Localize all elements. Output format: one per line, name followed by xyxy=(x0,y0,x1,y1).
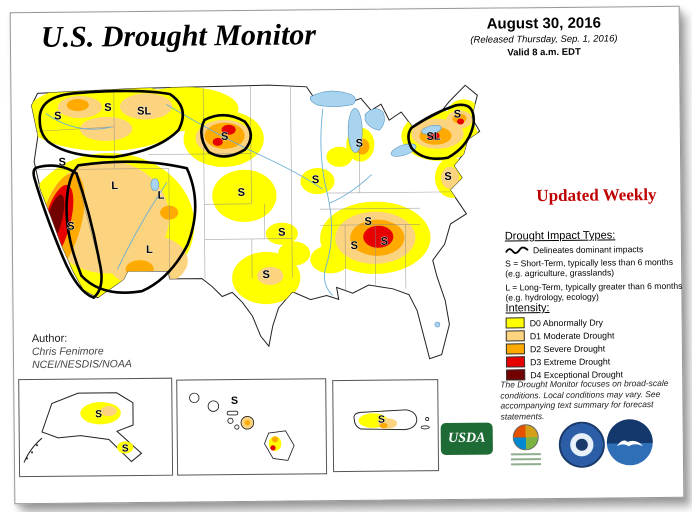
hawaii-inset: S xyxy=(176,378,328,476)
svg-text:SL: SL xyxy=(426,131,440,143)
short-term-definition: S = Short-Term, typically less than 6 mo… xyxy=(505,256,674,279)
svg-text:S: S xyxy=(122,443,129,454)
drought-monitor-page: U.S. Drought Monitor August 30, 2016 (Re… xyxy=(9,5,688,505)
legend-item-d0: D0 Abnormally Dry xyxy=(505,316,688,329)
noaa-logo-icon xyxy=(606,419,654,466)
svg-text:S: S xyxy=(231,395,238,407)
d0-label: D0 Abnormally Dry xyxy=(529,317,604,328)
intensity-heading: Intensity: xyxy=(505,302,550,315)
svg-text:S: S xyxy=(54,110,61,122)
svg-text:S: S xyxy=(356,138,363,150)
usda-logo: USDA xyxy=(440,422,493,456)
svg-text:S: S xyxy=(221,131,228,143)
legend-item-d1: D1 Moderate Drought xyxy=(505,329,688,342)
impact-delineation-icon xyxy=(505,246,529,254)
intensity-legend: Intensity: D0 Abnormally Dry D1 Moderate… xyxy=(505,301,688,383)
svg-text:S: S xyxy=(238,187,245,199)
page-title: U.S. Drought Monitor xyxy=(40,18,317,54)
long-term-definition: L = Long-Term, typically greater than 6 … xyxy=(505,280,683,303)
legend-item-d3: D3 Extreme Drought xyxy=(505,355,688,368)
puerto-rico-map: S xyxy=(353,409,430,431)
d1-color-swatch xyxy=(505,330,525,342)
impact-delineation-label: Delineates dominant impacts xyxy=(532,244,644,256)
noaa-bird-icon xyxy=(616,440,643,447)
alaska-map: SS xyxy=(23,392,143,463)
impact-delineation-outlines xyxy=(32,89,476,300)
svg-text:S: S xyxy=(381,236,388,248)
alaska-impact-labels: SS xyxy=(95,409,129,455)
puerto-rico-impact-labels: S xyxy=(378,414,386,426)
svg-text:S: S xyxy=(378,415,385,426)
rivers xyxy=(45,103,372,296)
author-label: Author: xyxy=(31,332,68,346)
svg-text:S: S xyxy=(262,269,269,281)
svg-text:S: S xyxy=(444,171,451,183)
d2-color-swatch xyxy=(505,343,525,355)
svg-text:S: S xyxy=(278,227,285,239)
author-org: NCEI/NESDIS/NOAA xyxy=(31,358,132,372)
drought-mitigation-center-logo xyxy=(509,424,543,468)
svg-text:S: S xyxy=(104,102,111,114)
svg-text:S: S xyxy=(364,216,371,228)
d2-label: D2 Severe Drought xyxy=(529,343,606,354)
svg-text:L: L xyxy=(158,190,165,202)
hawaii-map: S xyxy=(189,392,295,461)
svg-text:L: L xyxy=(111,180,118,192)
author-block: Author: Chris Fenimore NCEI/NESDIS/NOAA xyxy=(32,332,132,371)
svg-text:S: S xyxy=(312,174,319,186)
d0-color-swatch xyxy=(505,317,525,329)
drought-center-emblem-icon xyxy=(512,424,539,451)
impact-types-legend: Drought Impact Types: Delineates dominan… xyxy=(505,229,688,306)
svg-text:S: S xyxy=(351,240,358,252)
legend-item-d2: D2 Severe Drought xyxy=(505,342,688,355)
usda-logo-text: USDA xyxy=(448,430,486,447)
updated-weekly-label: Updated Weekly xyxy=(536,185,657,206)
svg-text:SL: SL xyxy=(137,105,151,117)
hawaii-impact-labels: S xyxy=(231,394,239,407)
svg-text:S: S xyxy=(95,409,102,420)
valid-time: Valid 8 a.m. EDT xyxy=(507,46,581,59)
d1-label: D1 Moderate Drought xyxy=(529,329,615,341)
svg-text:S: S xyxy=(454,108,461,120)
svg-text:L: L xyxy=(146,244,153,256)
commerce-seal-icon xyxy=(558,421,606,468)
map-date: August 30, 2016 xyxy=(486,14,601,33)
d3-label: D3 Extreme Drought xyxy=(529,355,611,367)
d3-color-swatch xyxy=(505,356,526,368)
impact-types-heading: Drought Impact Types: xyxy=(504,229,616,243)
great-lakes xyxy=(150,90,442,328)
date-block: August 30, 2016 (Released Thursday, Sep.… xyxy=(419,14,669,59)
svg-text:S: S xyxy=(59,156,66,168)
svg-text:S: S xyxy=(67,221,74,233)
author-name: Chris Fenimore xyxy=(31,345,104,359)
disclaimer-text: The Drought Monitor focuses on broad-sca… xyxy=(500,377,669,422)
puerto-rico-inset: S xyxy=(332,379,440,473)
release-date: (Released Thursday, Sep. 1, 2016) xyxy=(470,33,618,46)
